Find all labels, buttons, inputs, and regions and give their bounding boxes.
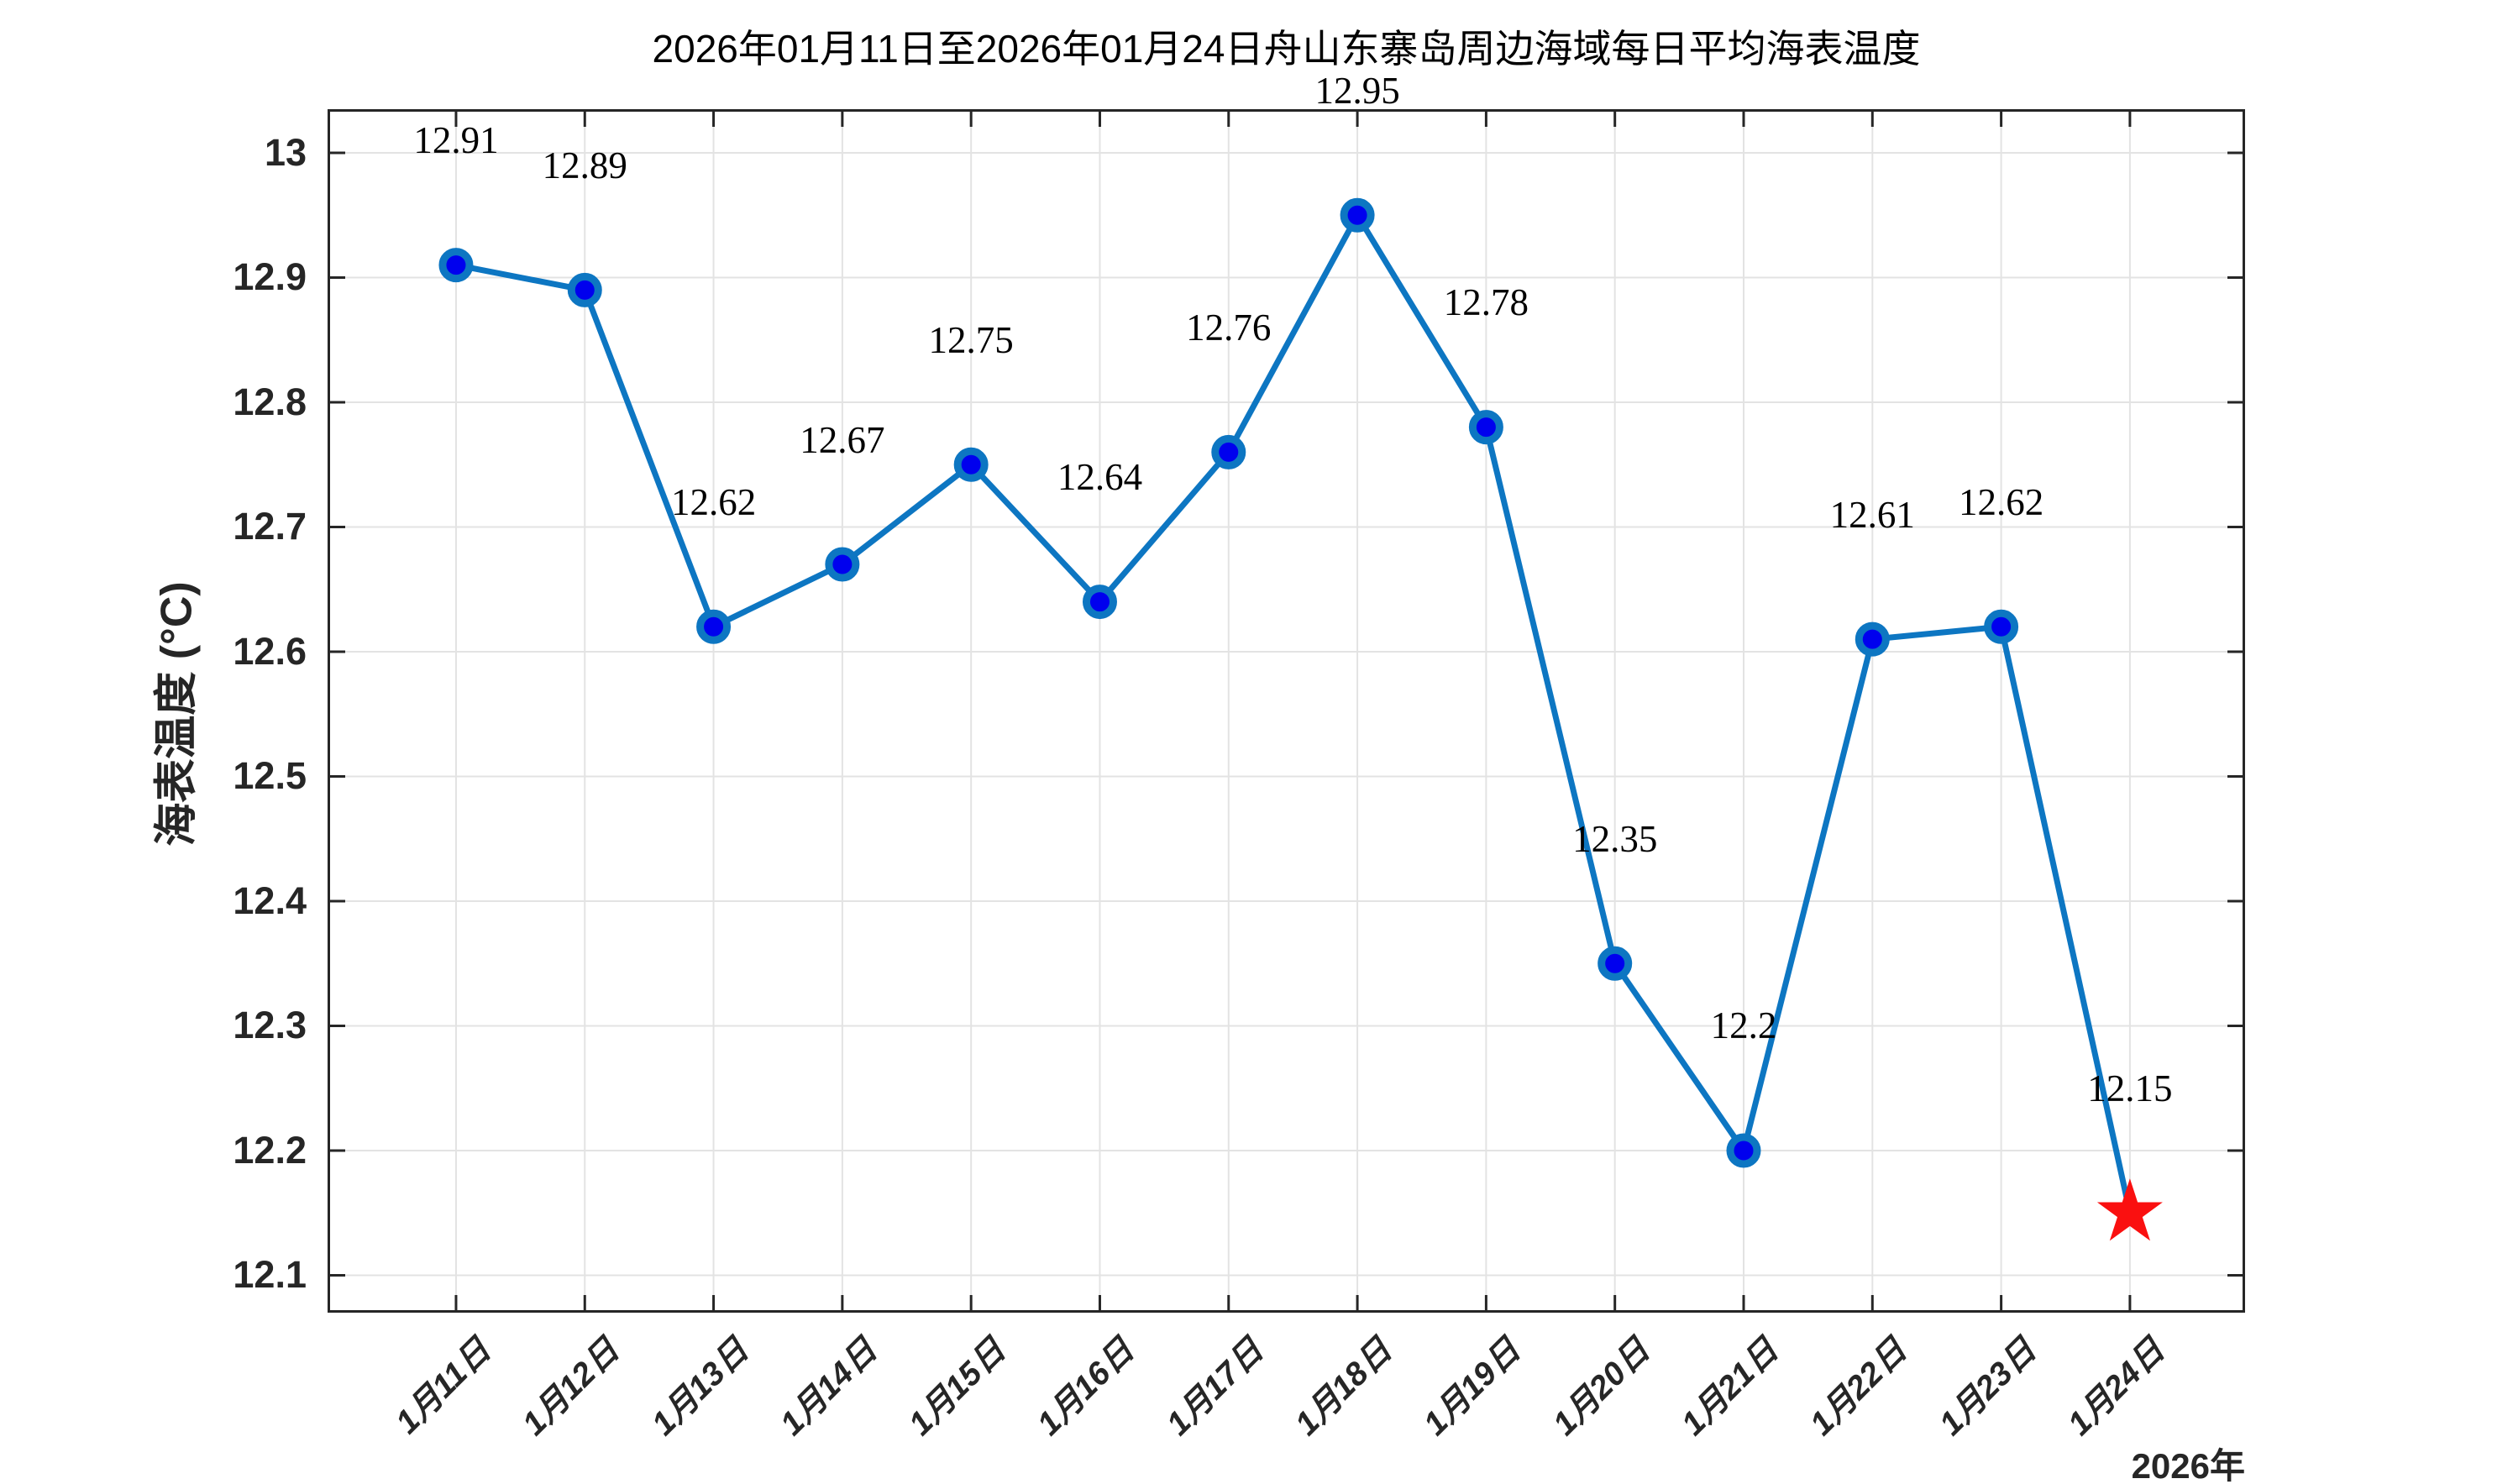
data-point-value-label: 12.62 — [670, 480, 757, 523]
data-point-marker — [1082, 585, 1117, 620]
data-point-value-label: 12.75 — [928, 318, 1014, 361]
data-point-marker — [1468, 410, 1503, 445]
data-point-marker — [1598, 946, 1633, 981]
y-axis-label: 海表温度 (°C) — [152, 581, 202, 847]
x-tick-label: 1月20日 — [1545, 1332, 1657, 1443]
x-tick-label: 1月16日 — [1031, 1332, 1141, 1443]
y-tick-label: 13 — [264, 130, 307, 174]
x-tick-label: 1月18日 — [1288, 1332, 1399, 1443]
line-chart-svg — [328, 109, 2245, 1313]
x-tick-label: 1月13日 — [644, 1332, 756, 1443]
chart-title: 2026年01月11日至2026年01月24日舟山东寨岛周边海域每日平均海表温度 — [652, 27, 1921, 71]
data-point-marker — [438, 248, 474, 283]
y-tick-label: 12.7 — [233, 505, 307, 548]
data-point-value-label: 12.76 — [1186, 306, 1272, 349]
data-point-marker — [567, 272, 602, 307]
x-axis-year-label: 2026年 — [2131, 1446, 2245, 1484]
y-tick-label: 12.4 — [233, 878, 307, 922]
x-tick-label: 1月21日 — [1674, 1332, 1786, 1443]
y-tick-label: 12.5 — [233, 754, 307, 798]
axes-box — [328, 109, 2245, 1313]
data-point-value-label: 12.35 — [1572, 817, 1658, 860]
data-point-value-label: 12.2 — [1710, 1004, 1777, 1047]
data-point-value-label: 12.95 — [1314, 69, 1400, 112]
x-tick-label: 1月17日 — [1159, 1332, 1271, 1443]
x-tick-label: 1月24日 — [2060, 1332, 2172, 1443]
data-point-value-label: 12.91 — [413, 119, 499, 162]
data-point-marker — [953, 447, 989, 482]
data-point-value-label: 12.67 — [800, 418, 885, 461]
temperature-line-series — [453, 212, 2133, 1216]
data-point-value-label: 12.61 — [1829, 493, 1915, 536]
data-point-value-label: 12.78 — [1443, 281, 1529, 324]
y-tick-label: 12.2 — [233, 1128, 307, 1172]
data-point-marker — [696, 609, 732, 644]
data-point-value-label: 12.62 — [1958, 480, 2044, 523]
data-point-marker — [1726, 1133, 1761, 1168]
data-point-value-label: 12.89 — [542, 144, 627, 186]
x-tick-label: 1月11日 — [388, 1332, 498, 1441]
y-tick-label: 12.1 — [233, 1253, 307, 1297]
x-tick-label: 1月19日 — [1417, 1332, 1528, 1443]
data-point-marker — [1211, 434, 1246, 469]
data-point-marker — [825, 547, 860, 582]
data-point-value-label: 12.64 — [1057, 456, 1143, 499]
x-tick-label: 1月22日 — [1803, 1332, 1914, 1443]
data-point-value-label: 12.15 — [2087, 1067, 2173, 1109]
x-tick-label: 1月12日 — [516, 1332, 627, 1443]
x-tick-label: 1月23日 — [1932, 1332, 2043, 1443]
y-tick-label: 12.3 — [233, 1004, 307, 1047]
plot-area — [328, 109, 2245, 1313]
y-tick-label: 12.8 — [233, 380, 307, 423]
data-point-marker — [1855, 621, 1890, 657]
x-tick-label: 1月14日 — [773, 1332, 884, 1443]
y-tick-label: 12.9 — [233, 255, 307, 299]
latest-point-star-marker — [2096, 1178, 2163, 1241]
data-point-marker — [1340, 197, 1375, 233]
data-point-marker — [1984, 609, 2019, 644]
x-tick-label: 1月15日 — [902, 1332, 1013, 1443]
y-tick-label: 12.6 — [233, 629, 307, 673]
